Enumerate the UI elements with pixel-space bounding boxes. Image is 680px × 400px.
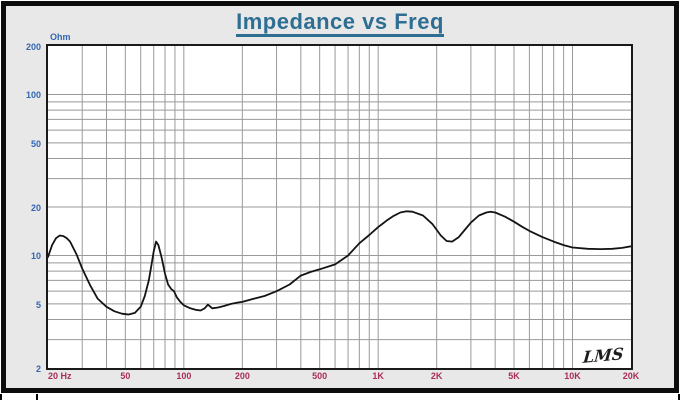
y-tick-label: 20 bbox=[30, 203, 41, 213]
y-tick-label: 10 bbox=[30, 251, 41, 262]
x-tick-label: 20 Hz bbox=[48, 371, 72, 381]
x-tick-label: 100 bbox=[176, 371, 192, 381]
x-tick-label: 500 bbox=[312, 371, 328, 381]
lower-panel-edge bbox=[0, 394, 680, 400]
y-tick-label: 100 bbox=[25, 90, 41, 101]
y-tick-label: 50 bbox=[30, 138, 41, 149]
impedance-plot-svg bbox=[48, 46, 631, 368]
x-tick-label: 50 bbox=[120, 371, 131, 381]
y-axis-unit-label: Ohm bbox=[50, 32, 71, 42]
plot-area: LMS bbox=[46, 44, 633, 370]
x-tick-label: 200 bbox=[234, 371, 250, 381]
impedance-curve bbox=[48, 210, 631, 316]
y-tick-label: 5 bbox=[35, 299, 41, 310]
y-tick-label: 2 bbox=[35, 364, 41, 374]
grid-lines bbox=[48, 46, 631, 368]
chart-title: Impedance vs Freq bbox=[0, 9, 680, 37]
lower-panel-divider bbox=[36, 394, 38, 400]
x-tick-label: 2K bbox=[430, 371, 443, 381]
lms-logo: LMS bbox=[582, 344, 625, 367]
x-tick-label: 20K bbox=[622, 371, 640, 381]
lower-panel-right-edge bbox=[678, 394, 680, 400]
x-tick-label: 10K bbox=[564, 371, 581, 381]
x-axis-tick-labels: 20 Hz 50 100 200 500 1K 2K 5K 10K 20K bbox=[48, 371, 639, 384]
chart-title-text: Impedance vs Freq bbox=[236, 9, 444, 37]
x-tick-label: 5K bbox=[508, 371, 520, 381]
y-axis-tick-labels: 200 100 50 20 10 5 2 bbox=[0, 42, 44, 374]
y-tick-label: 200 bbox=[25, 42, 41, 52]
x-tick-label: 1K bbox=[372, 371, 384, 381]
